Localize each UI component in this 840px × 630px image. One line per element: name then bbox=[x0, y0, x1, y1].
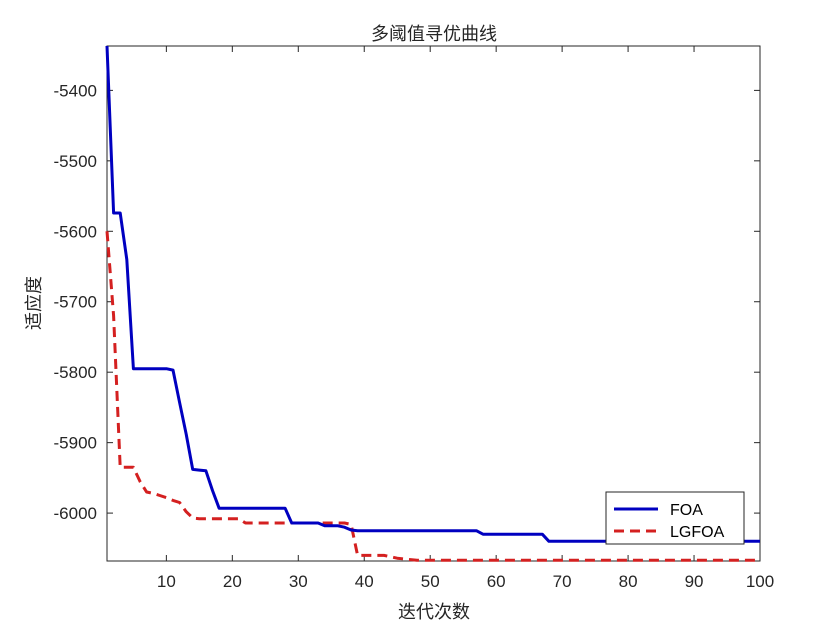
series-lines bbox=[105, 45, 760, 562]
x-axis-label: 迭代次数 bbox=[398, 602, 470, 623]
plot-area: 10 20 30 40 50 60 70 80 90 100 -5400 -5500 -5600 -57… bbox=[54, 45, 774, 591]
x-tick-label: 40 bbox=[355, 572, 374, 591]
x-axis: 10 20 30 40 50 60 70 80 90 100 bbox=[157, 46, 774, 591]
legend-label-foa: FOA bbox=[670, 502, 703, 519]
x-tick-label: 10 bbox=[157, 572, 176, 591]
series-line-foa bbox=[105, 45, 760, 543]
legend-label-lgfoa: LGFOA bbox=[670, 524, 725, 541]
x-tick-label: 100 bbox=[746, 572, 774, 591]
y-tick-label: -5900 bbox=[54, 434, 97, 453]
x-tick-label: 20 bbox=[223, 572, 242, 591]
series-line-lgfoa bbox=[105, 231, 760, 562]
axes-box bbox=[106, 45, 761, 562]
x-tick-label: 30 bbox=[289, 572, 308, 591]
y-tick-label: -5400 bbox=[54, 81, 97, 100]
y-tick-label: -5700 bbox=[54, 293, 97, 312]
y-tick-label: -5600 bbox=[54, 222, 97, 241]
x-tick-label: 70 bbox=[553, 572, 572, 591]
y-tick-label: -5500 bbox=[54, 152, 97, 171]
y-axis: -5400 -5500 -5600 -5700 -5800 -5900 -6000 bbox=[54, 81, 760, 523]
x-tick-label: 60 bbox=[487, 572, 506, 591]
x-tick-label: 80 bbox=[619, 572, 638, 591]
x-tick-label: 90 bbox=[685, 572, 704, 591]
y-tick-label: -5800 bbox=[54, 363, 97, 382]
y-axis-label: 适应度 bbox=[24, 276, 45, 330]
legend: FOA LGFOA bbox=[605, 491, 745, 545]
x-tick-label: 50 bbox=[421, 572, 440, 591]
legend-box bbox=[605, 491, 745, 545]
chart-title: 多阈值寻优曲线 bbox=[371, 24, 497, 45]
y-tick-label: -6000 bbox=[54, 504, 97, 523]
